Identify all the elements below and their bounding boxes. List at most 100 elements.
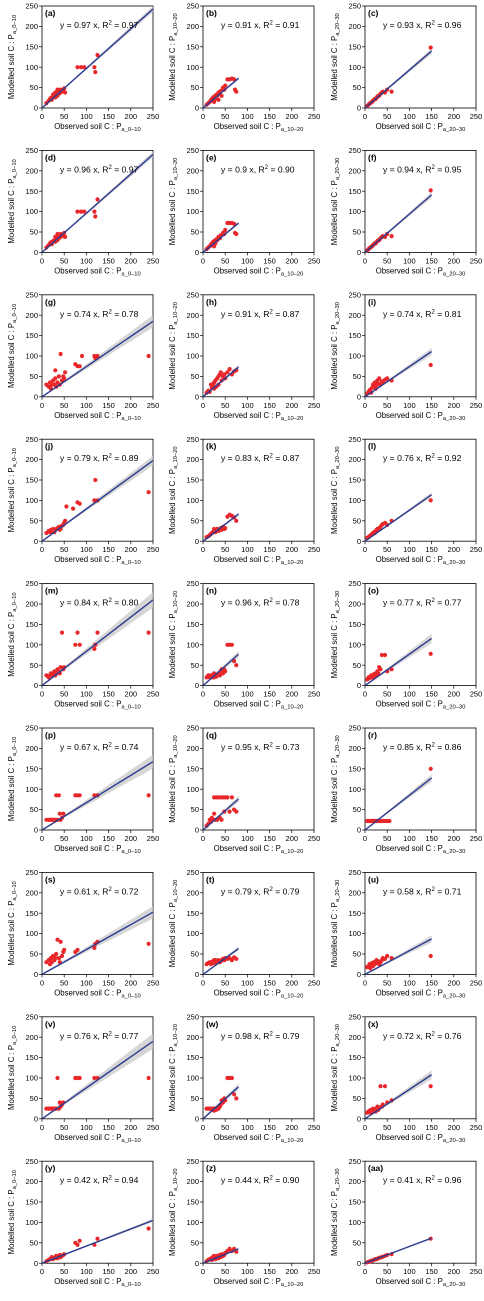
y-tick-label: 0 xyxy=(357,1114,361,1123)
plot-frame xyxy=(41,727,154,831)
x-axis-label-main: Observed soil C : P xyxy=(214,844,281,853)
y-axis-label-subscript: a_10–20 xyxy=(173,1024,179,1047)
panel-y: 0 50 100 150 200 250 0 50 100 150 200 250 (y) y = 0.4… xyxy=(7,1157,159,1288)
x-tick-label: 50 xyxy=(383,834,391,843)
y-tick-label: 0 xyxy=(195,1114,199,1123)
y-tick-label: 50 xyxy=(30,516,38,525)
equation-r-superscript: 2 xyxy=(270,598,274,604)
y-tick-label: 150 xyxy=(186,187,199,196)
x-tick-label: 250 xyxy=(470,978,483,987)
panel-label: (p) xyxy=(45,730,56,740)
x-tick-label: 0 xyxy=(363,690,367,699)
y-axis-label-main: Modelled soil C : P xyxy=(330,180,339,245)
equation-slope: y = 0.42 x, xyxy=(60,1175,102,1185)
y-tick-label: 50 xyxy=(30,661,38,670)
data-point xyxy=(55,231,60,237)
panel-g: 0 50 100 150 200 250 0 50 100 150 200 250 (g) y = 0.7… xyxy=(7,290,159,421)
y-axis-label-main: Modelled soil C : P xyxy=(7,756,16,821)
plot-frame xyxy=(202,149,315,253)
y-tick-label: 250 xyxy=(25,2,38,11)
y-tick-label: 100 xyxy=(348,640,361,649)
x-tick-label: 50 xyxy=(221,545,229,554)
x-tick-label: 0 xyxy=(40,112,44,121)
y-axis-label-subscript: a_0–10 xyxy=(12,1026,18,1045)
equation-r-superscript: 2 xyxy=(270,1176,274,1182)
fit-line xyxy=(202,222,239,253)
data-point xyxy=(75,630,80,635)
y-tick-label: 250 xyxy=(25,435,38,444)
x-axis-label-subscript: a_0–10 xyxy=(121,560,140,566)
y-axis-label-main: Modelled soil C : P xyxy=(330,613,339,678)
equation-r-superscript: 2 xyxy=(109,1031,113,1037)
data-point xyxy=(55,937,60,942)
x-tick-label: 250 xyxy=(470,690,483,699)
y-axis-label: Modelled soil C : Pa_0–10 xyxy=(7,15,18,99)
x-tick-label: 150 xyxy=(102,256,115,265)
x-tick-label: 200 xyxy=(286,545,299,554)
y-tick-label: 100 xyxy=(25,785,38,794)
y-axis-label-subscript: a_20–30 xyxy=(335,302,341,325)
panel-label: (a) xyxy=(45,8,56,18)
fit-line xyxy=(364,938,432,976)
x-axis-label-main: Observed soil C : P xyxy=(376,411,443,420)
x-axis-label: Observed soil C : Pa_20–30 xyxy=(376,844,466,855)
y-axis-label: Modelled soil C : Pa_10–20 xyxy=(168,158,179,246)
equation-r2-value: = 0.94 xyxy=(112,1175,139,1185)
y-tick-label: 100 xyxy=(25,640,38,649)
y-axis-label-subscript: a_10–20 xyxy=(173,158,179,181)
x-axis-label-subscript: a_0–10 xyxy=(121,1138,140,1144)
data-point xyxy=(146,353,151,359)
y-axis-label: Modelled soil C : Pa_0–10 xyxy=(7,159,18,243)
data-point xyxy=(92,65,97,70)
y-tick-label: 50 xyxy=(353,228,361,237)
equation-r-superscript: 2 xyxy=(109,598,113,604)
x-tick-label: 250 xyxy=(470,1123,483,1132)
y-tick-label: 150 xyxy=(25,764,38,773)
x-tick-label: 150 xyxy=(102,1267,115,1276)
data-point xyxy=(212,99,217,104)
equation-r-symbol: R xyxy=(102,742,108,752)
x-tick-label: 200 xyxy=(286,1267,299,1276)
confidence-band xyxy=(203,1083,239,1119)
y-tick-label: 150 xyxy=(186,1053,199,1062)
confidence-band xyxy=(42,315,153,397)
y-tick-label: 50 xyxy=(30,83,38,92)
plot-frame xyxy=(364,438,477,542)
plot-frame xyxy=(202,5,315,109)
y-tick-label: 250 xyxy=(186,1012,199,1021)
y-tick-label: 100 xyxy=(186,929,199,938)
y-tick-label: 100 xyxy=(186,63,199,72)
panel-k: 0 50 100 150 200 250 0 50 100 150 200 250 (k) y = 0.8… xyxy=(168,435,320,566)
data-point xyxy=(212,1253,217,1258)
y-tick-label: 200 xyxy=(348,1177,361,1186)
plot-frame xyxy=(202,1016,315,1120)
x-axis-label-main: Observed soil C : P xyxy=(214,555,281,564)
x-tick-label: 50 xyxy=(383,112,391,121)
y-tick-label: 250 xyxy=(348,868,361,877)
y-tick-label: 0 xyxy=(357,537,361,546)
y-tick-label: 250 xyxy=(186,146,199,155)
x-tick-label: 250 xyxy=(470,545,483,554)
data-point xyxy=(216,97,221,102)
data-point xyxy=(219,817,224,822)
x-axis-label-main: Observed soil C : P xyxy=(54,844,121,853)
equation-r2-value: = 0.90 xyxy=(268,164,295,174)
y-tick-label: 250 xyxy=(348,2,361,11)
panel-aa: 0 50 100 150 200 250 0 50 100 150 200 250 (aa)y = 0.… xyxy=(330,1157,482,1288)
data-point xyxy=(234,231,239,237)
panel-v: 0 50 100 150 200 250 0 50 100 150 200 250 (v) y = 0.7… xyxy=(7,1012,159,1143)
panel-j: 0 50 100 150 200 250 0 50 100 150 200 250 (j) y = 0.7… xyxy=(7,435,159,566)
y-axis-label-main: Modelled soil C : P xyxy=(168,469,177,534)
panel-z: 0 50 100 150 200 250 0 50 100 150 200 250 (z) y = 0.4… xyxy=(168,1157,320,1288)
y-tick-label: 100 xyxy=(186,785,199,794)
y-tick-label: 200 xyxy=(348,311,361,320)
data-point xyxy=(217,673,222,678)
equation-slope: y = 0.9 x, xyxy=(221,164,259,174)
plot-frame xyxy=(364,872,477,975)
fit-line xyxy=(364,494,433,542)
fit-line xyxy=(41,911,154,976)
x-tick-label: 250 xyxy=(147,112,160,121)
x-tick-label: 100 xyxy=(80,401,93,410)
x-tick-label: 100 xyxy=(80,112,93,121)
